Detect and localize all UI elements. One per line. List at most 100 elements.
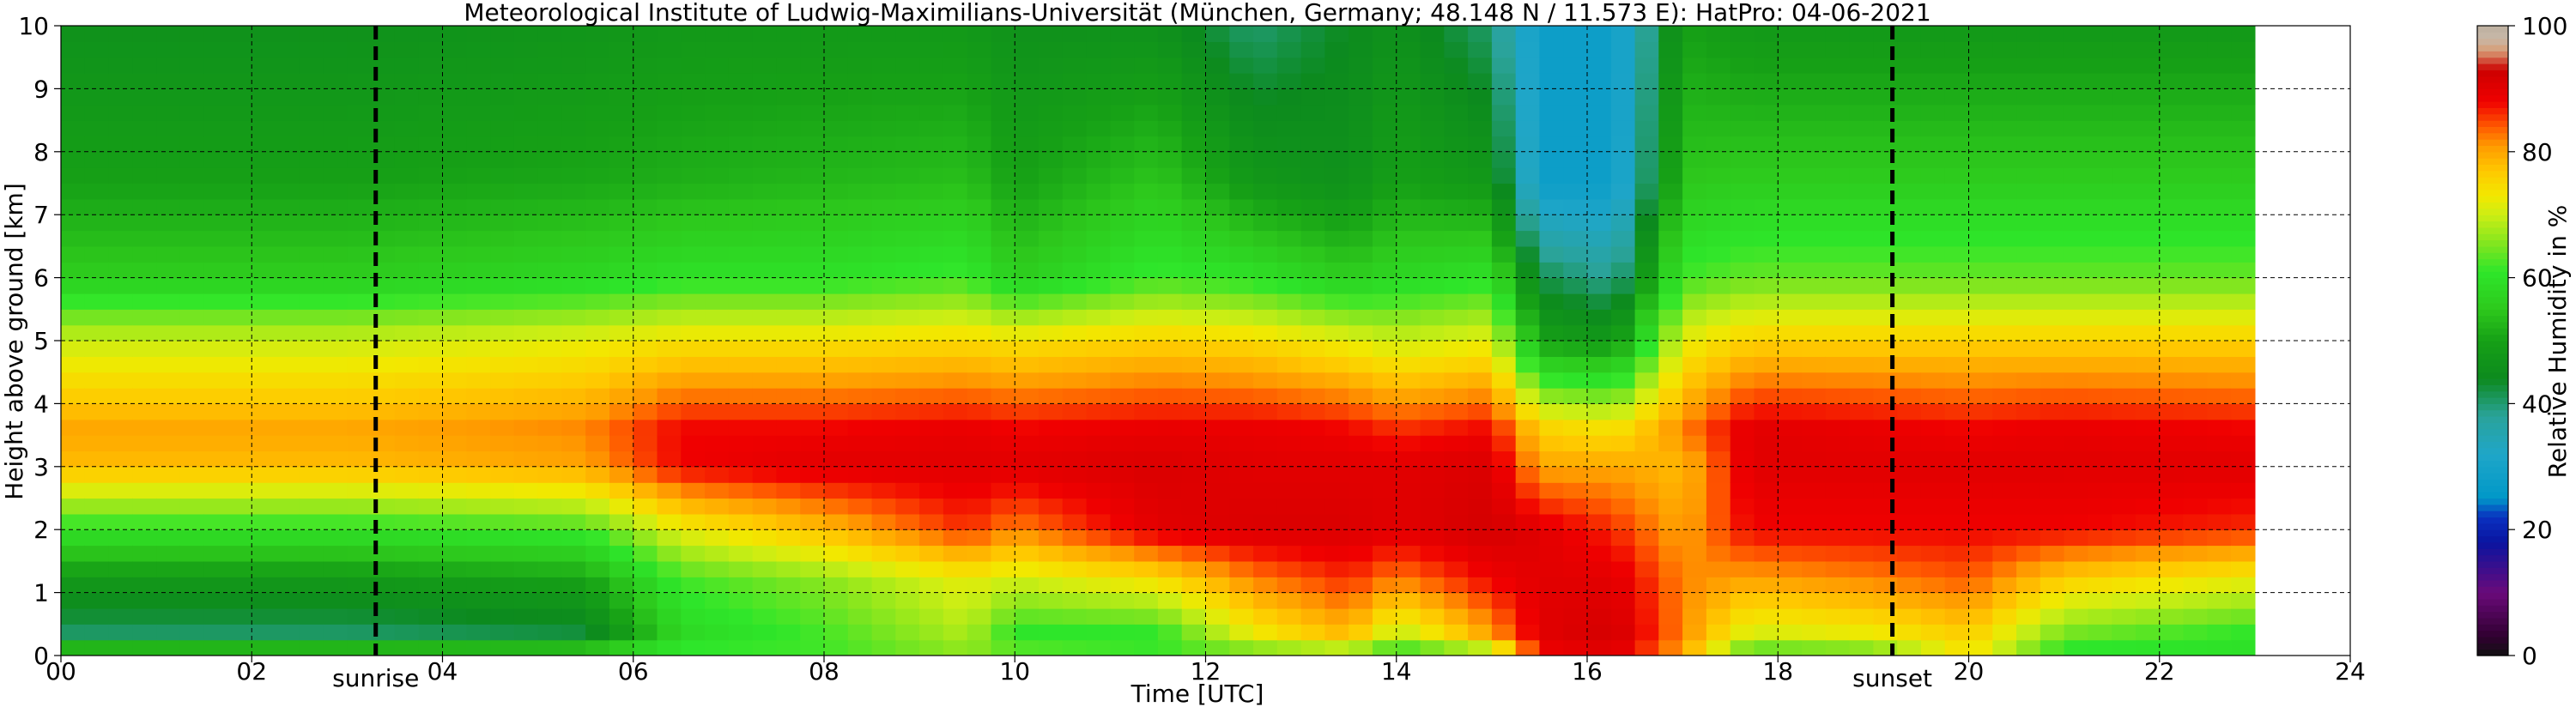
heatmap-cell: [347, 73, 372, 89]
colorbar-segment: [2477, 94, 2508, 102]
heatmap-cell: [1157, 245, 1183, 263]
heatmap-cell: [1610, 608, 1636, 625]
heatmap-cell: [2136, 262, 2161, 279]
heatmap-cell: [752, 560, 778, 577]
heatmap-cell: [1754, 513, 1779, 530]
heatmap-cell: [1300, 577, 1325, 594]
heatmap-cell: [1920, 293, 1946, 310]
heatmap-cell: [1610, 466, 1636, 483]
heatmap-cell: [1205, 245, 1230, 263]
heatmap-cell: [1181, 26, 1207, 42]
heatmap-cell: [1992, 639, 2017, 656]
heatmap-cell: [1134, 309, 1159, 326]
heatmap-cell: [1944, 73, 1970, 89]
heatmap-cell: [1373, 230, 1397, 247]
heatmap-cell: [2136, 309, 2161, 326]
heatmap-cell: [657, 608, 682, 625]
heatmap-cell: [919, 388, 944, 404]
heatmap-cell: [871, 388, 896, 404]
heatmap-cell: [2040, 435, 2065, 452]
heatmap-cell: [132, 183, 157, 200]
heatmap-cell: [1706, 639, 1731, 656]
heatmap-cell: [132, 466, 157, 483]
heatmap-cell: [1373, 73, 1397, 89]
heatmap-cell: [227, 262, 252, 279]
heatmap-cell: [1324, 592, 1349, 609]
heatmap-cell: [1754, 592, 1779, 609]
heatmap-cell: [1920, 560, 1946, 577]
heatmap-cell: [1015, 183, 1039, 200]
heatmap-cell: [1920, 608, 1946, 625]
heatmap-cell: [537, 435, 562, 452]
heatmap-cell: [1396, 592, 1421, 609]
colorbar-segment: [2477, 548, 2508, 556]
heatmap-cell: [1944, 167, 1970, 184]
heatmap-cell: [1634, 230, 1659, 247]
heatmap-cell: [2112, 262, 2137, 279]
heatmap-cell: [1110, 167, 1135, 184]
heatmap-cell: [513, 88, 539, 106]
colorbar-segment: [2477, 170, 2508, 178]
heatmap-cell: [1468, 262, 1493, 279]
heatmap-cell: [1110, 136, 1135, 153]
heatmap-cell: [1968, 309, 1993, 326]
heatmap-cell: [347, 435, 372, 452]
heatmap-cell: [84, 88, 110, 106]
heatmap-cell: [1157, 419, 1183, 436]
heatmap-cell: [752, 57, 778, 74]
heatmap-cell: [561, 136, 586, 153]
heatmap-cell: [203, 529, 229, 547]
heatmap-cell: [1349, 309, 1373, 326]
colorbar-segment: [2477, 360, 2508, 366]
heatmap-cell: [2183, 245, 2208, 263]
heatmap-cell: [1897, 466, 1922, 483]
heatmap-cell: [394, 151, 420, 168]
heatmap-cell: [991, 167, 1015, 184]
heatmap-cell: [1444, 183, 1469, 200]
heatmap-cell: [84, 41, 110, 58]
heatmap-cell: [132, 356, 157, 373]
heatmap-cell: [227, 41, 252, 58]
heatmap-cell: [1134, 388, 1159, 404]
heatmap-cell: [442, 372, 467, 389]
heatmap-cell: [1849, 26, 1874, 42]
heatmap-cell: [490, 435, 515, 452]
heatmap-cell: [871, 545, 896, 562]
heatmap-cell: [705, 577, 730, 594]
heatmap-cell: [1634, 262, 1659, 279]
heatmap-cell: [1086, 215, 1111, 232]
heatmap-cell: [1825, 624, 1851, 641]
heatmap-cell: [633, 277, 658, 294]
heatmap-cell: [1920, 57, 1946, 74]
heatmap-cell: [991, 608, 1015, 625]
heatmap-cell: [1062, 608, 1088, 625]
heatmap-cell: [1563, 104, 1588, 121]
heatmap-cell: [1992, 513, 2017, 530]
heatmap-cell: [2207, 388, 2232, 404]
heatmap-cell: [1802, 277, 1827, 294]
heatmap-cell: [1849, 419, 1874, 436]
heatmap-cell: [585, 545, 610, 562]
heatmap-cell: [323, 341, 348, 357]
colorbar-segment: [2477, 101, 2508, 108]
heatmap-cell: [1420, 183, 1445, 200]
heatmap-cell: [276, 104, 300, 121]
heatmap-cell: [2231, 245, 2256, 263]
heatmap-cell: [1039, 545, 1064, 562]
heatmap-cell: [179, 309, 205, 326]
heatmap-cell: [347, 57, 372, 74]
heatmap-cell: [1205, 151, 1230, 168]
heatmap-cell: [108, 403, 133, 420]
heatmap-cell: [2112, 198, 2137, 215]
heatmap-cell: [2136, 88, 2161, 106]
heatmap-cell: [871, 167, 896, 184]
heatmap-cell: [1110, 482, 1135, 499]
heatmap-cell: [657, 215, 682, 232]
heatmap-cell: [824, 41, 849, 58]
heatmap-cell: [847, 41, 873, 58]
heatmap-cell: [1563, 388, 1588, 404]
heatmap-cell: [1086, 498, 1111, 515]
heatmap-cell: [871, 450, 896, 468]
heatmap-cell: [1444, 88, 1469, 106]
heatmap-cell: [1205, 57, 1230, 74]
